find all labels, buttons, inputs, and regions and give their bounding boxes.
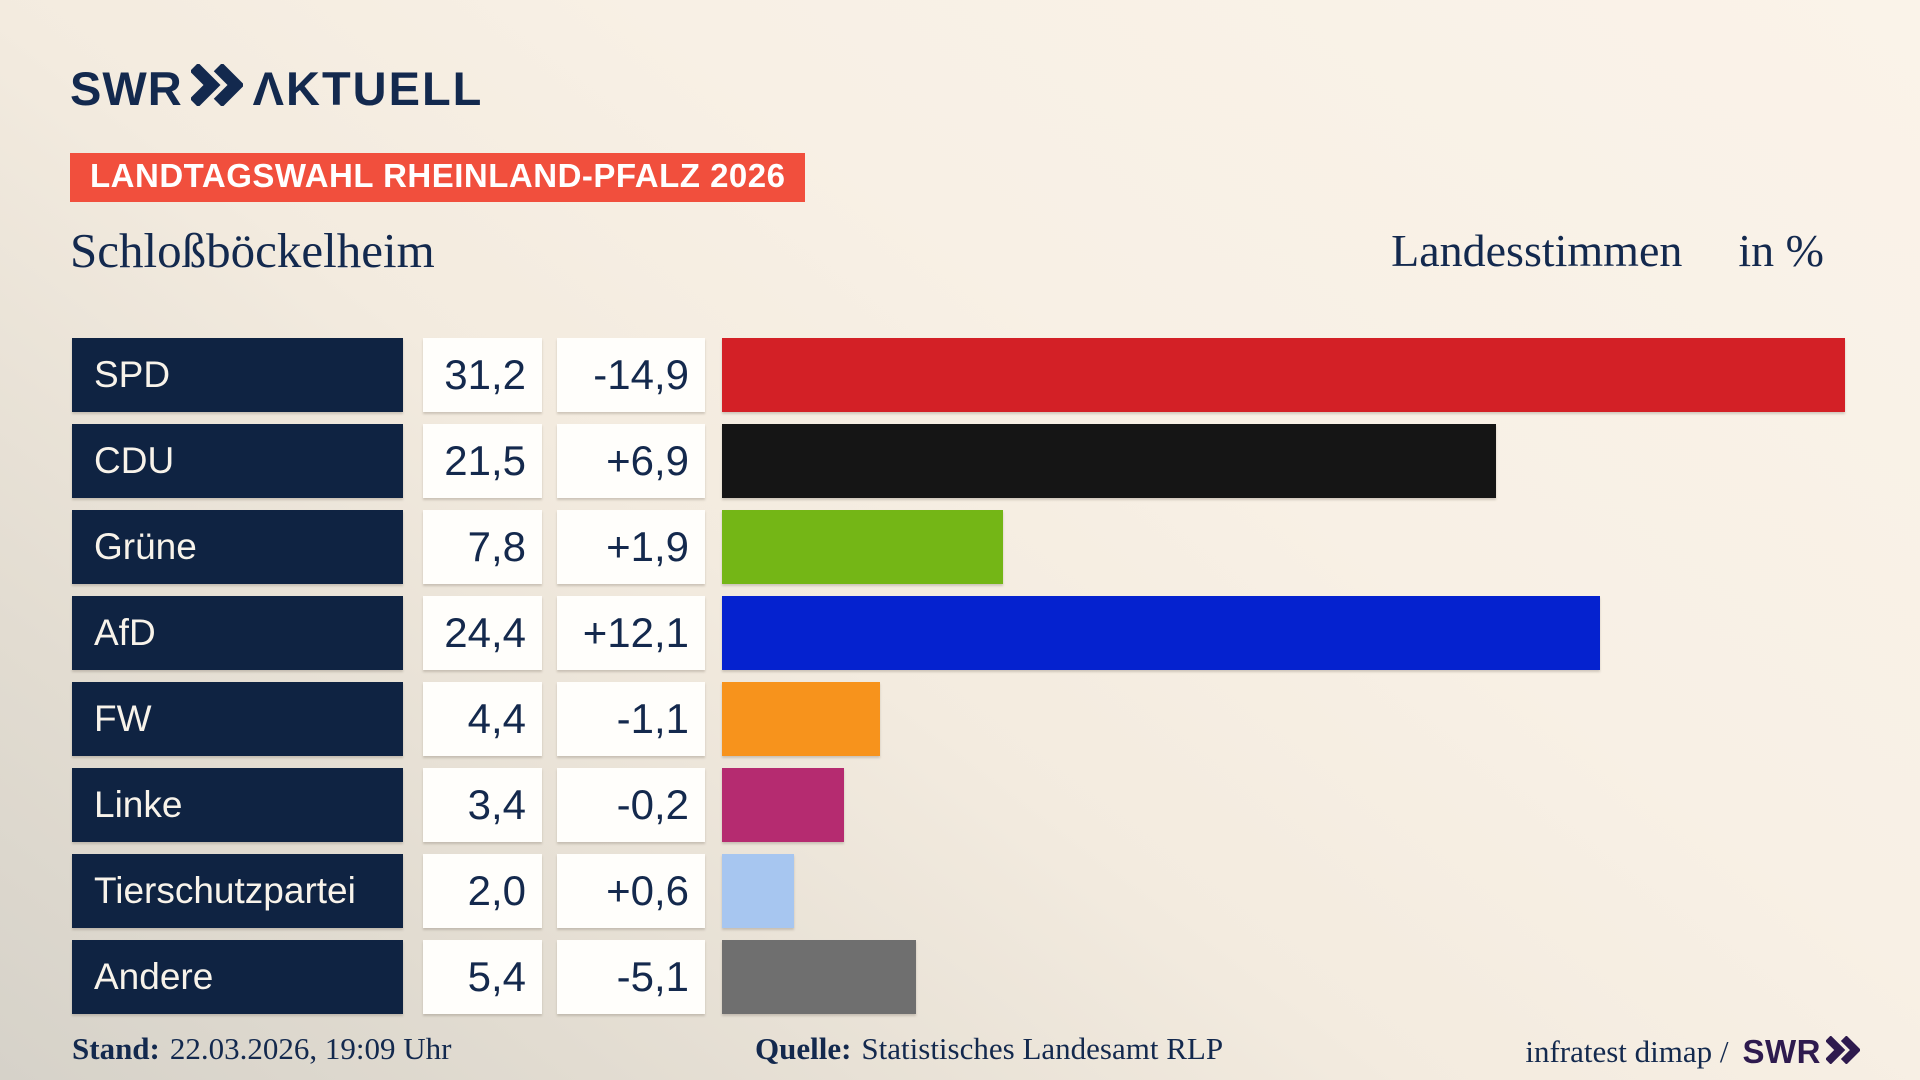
party-change: -1,1 [557,682,705,756]
party-bar [722,338,1845,412]
chart-row: Andere 5,4 -5,1 [72,940,1860,1014]
chart-row: AfD 24,4 +12,1 [72,596,1860,670]
quelle-value: Statistisches Landesamt RLP [861,1031,1224,1066]
party-value: 24,4 [423,596,542,670]
party-value: 3,4 [423,768,542,842]
party-change: +0,6 [557,854,705,928]
double-chevron-icon [1825,1034,1861,1072]
party-bar [722,768,844,842]
credit-text: infratest dimap / [1525,1033,1729,1069]
election-badge: LANDTAGSWAHL RHEINLAND-PFALZ 2026 [70,153,806,202]
logo-swr-text: SWR [70,62,183,115]
party-value: 21,5 [423,424,542,498]
party-bar [722,940,916,1014]
chart-row: CDU 21,5 +6,9 [72,424,1860,498]
party-change: +1,9 [557,510,705,584]
timestamp: Stand: 22.03.2026, 19:09 Uhr [72,1031,451,1067]
party-bar [722,854,794,928]
vote-type-header: Landesstimmen in % [1391,224,1824,277]
quelle-label: Quelle: [755,1031,852,1066]
party-value: 31,2 [423,338,542,412]
party-label: AfD [72,596,403,670]
chart-row: Grüne 7,8 +1,9 [72,510,1860,584]
party-change: +12,1 [557,596,705,670]
party-label: CDU [72,424,403,498]
logo-aktuell-text: ΛKTUELL [252,62,484,115]
party-bar [722,424,1496,498]
credit: infratest dimap / SWR [1525,1031,1861,1072]
party-label: Linke [72,768,403,842]
party-change: -0,2 [557,768,705,842]
party-change: -5,1 [557,940,705,1014]
party-value: 2,0 [423,854,542,928]
party-value: 4,4 [423,682,542,756]
party-bar [722,596,1600,670]
party-value: 5,4 [423,940,542,1014]
footer-logo-text: SWR [1742,1032,1821,1070]
party-label: Andere [72,940,403,1014]
swr-aktuell-logo: SWR ΛKTUELL [70,60,483,117]
chart-row: SPD 31,2 -14,9 [72,338,1860,412]
party-change: -14,9 [557,338,705,412]
party-bar [722,682,880,756]
swr-footer-logo: SWR [1743,1031,1861,1072]
chart-row: FW 4,4 -1,1 [72,682,1860,756]
chart-row: Linke 3,4 -0,2 [72,768,1860,842]
party-label: FW [72,682,403,756]
stand-value: 22.03.2026, 19:09 Uhr [169,1031,452,1066]
bar-chart: SPD 31,2 -14,9 CDU 21,5 +6,9 Grüne 7,8 +… [72,338,1860,1014]
party-bar [722,510,1003,584]
party-label: Tierschutzpartei [72,854,403,928]
unit-label: in % [1738,225,1824,276]
vote-type-label: Landesstimmen [1391,225,1683,276]
source: Quelle: Statistisches Landesamt RLP [755,1031,1223,1067]
stand-label: Stand: [72,1031,160,1066]
chart-row: Tierschutzpartei 2,0 +0,6 [72,854,1860,928]
party-label: SPD [72,338,403,412]
double-chevron-icon [189,62,245,117]
party-label: Grüne [72,510,403,584]
municipality-title: Schloßböckelheim [70,223,435,278]
party-change: +6,9 [557,424,705,498]
party-value: 7,8 [423,510,542,584]
